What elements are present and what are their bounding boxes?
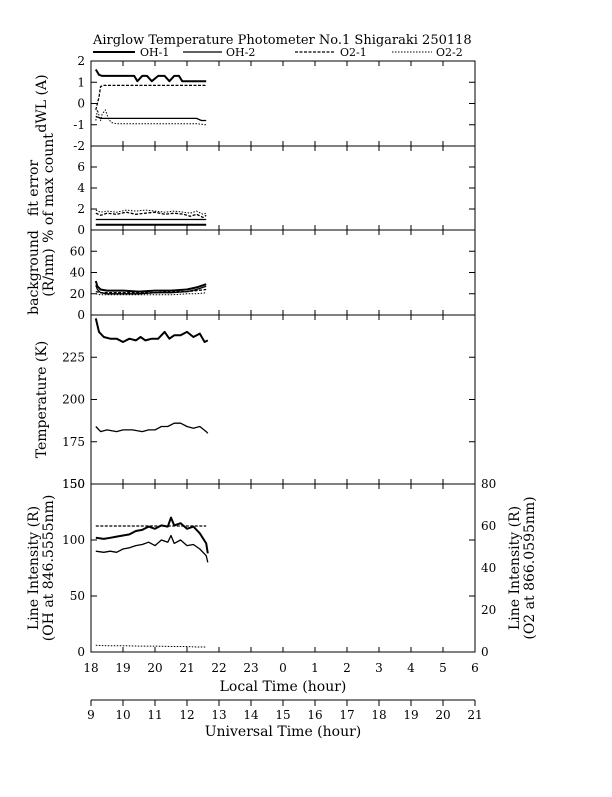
- universal-time-tick-label: 21: [467, 708, 482, 722]
- universal-time-tick-label: 16: [307, 708, 322, 722]
- local-time-tick-label: 3: [375, 661, 383, 675]
- local-time-tick-label: 0: [279, 661, 287, 675]
- series-line-o2-2: [95, 292, 207, 296]
- y-tick-label-right: 80: [481, 477, 496, 491]
- y-tick-label: 4: [77, 181, 85, 195]
- y-tick-label: 100: [62, 533, 85, 547]
- series-line-oh-2: [95, 534, 209, 563]
- legend-label: O2-2: [436, 46, 463, 59]
- y-tick-label: 150: [62, 477, 85, 491]
- y-tick-label: 175: [62, 435, 85, 449]
- local-time-tick-label: 6: [471, 661, 479, 675]
- y-tick-label: 0: [77, 308, 85, 322]
- y-axis-label: (R/nm): [41, 248, 57, 296]
- series-line-oh-2: [95, 422, 209, 434]
- y-tick-label: 1: [77, 75, 85, 89]
- series-line-oh-2: [95, 115, 207, 122]
- universal-time-tick-label: 9: [87, 708, 95, 722]
- universal-time-tick-label: 10: [115, 708, 130, 722]
- y-tick-label: -2: [73, 139, 85, 153]
- series-line-o2-1: [95, 288, 207, 294]
- y-tick-label: 200: [62, 393, 85, 407]
- universal-time-tick-label: 20: [435, 708, 450, 722]
- universal-time-tick-label: 18: [371, 708, 386, 722]
- y-tick-label: 0: [77, 97, 85, 111]
- y-tick-label: 50: [70, 589, 85, 603]
- y-tick-label: 150: [62, 477, 85, 491]
- local-time-axis-label: Local Time (hour): [220, 679, 347, 695]
- y-axis-label: background: [26, 230, 42, 315]
- local-time-tick-label: 19: [115, 661, 130, 675]
- universal-time-tick-label: 19: [403, 708, 418, 722]
- local-time-tick-label: 22: [211, 661, 226, 675]
- y-tick-label: -1: [73, 118, 85, 132]
- local-time-tick-label: 18: [83, 661, 98, 675]
- local-time-tick-label: 20: [147, 661, 162, 675]
- panel-background: 60 40 20 0 background (R/nm): [26, 229, 476, 322]
- y-axis-label-right: (O2 at 866.0595nm): [522, 496, 538, 639]
- figure-title: Airglow Temperature Photometer No.1 Shig…: [92, 33, 472, 48]
- y-axis-label: Line Intensity (R): [26, 506, 42, 630]
- y-tick-label: 2: [77, 202, 85, 216]
- panel-frame: [90, 145, 476, 231]
- y-axis-label: % of max count: [41, 133, 57, 243]
- y-axis-label: fit error: [26, 160, 42, 217]
- y-axis-label-right: Line Intensity (R): [507, 506, 523, 630]
- series-line-o2-1: [95, 211, 207, 219]
- y-tick-label-right: 60: [481, 519, 496, 533]
- y-tick-label: 40: [70, 266, 85, 280]
- universal-time-axis-label: Universal Time (hour): [205, 724, 362, 740]
- legend-label: OH-1: [140, 46, 169, 59]
- y-tick-label: 225: [62, 350, 85, 364]
- series-line-oh-1: [94, 68, 207, 83]
- series-line-oh-1: [94, 280, 207, 293]
- universal-time-tick-label: 15: [275, 708, 290, 722]
- universal-time-tick-label: 13: [211, 708, 226, 722]
- legend-label: O2-1: [340, 46, 367, 59]
- universal-time-tick-label: 14: [243, 708, 259, 722]
- series-line-oh-1: [95, 516, 209, 554]
- series-line-o2-2: [95, 644, 207, 648]
- y-axis-label: Temperature (K): [34, 341, 50, 459]
- panel-dwl: 2 1 0 -1 -2 dWL (A): [34, 54, 476, 153]
- y-tick-label: 20: [70, 287, 85, 301]
- local-time-tick-label: 2: [343, 661, 351, 675]
- y-tick-label: 0: [77, 645, 85, 659]
- local-time-tick-label: 1: [311, 661, 319, 675]
- y-tick-label-right: 0: [481, 645, 489, 659]
- y-tick-label: 60: [70, 244, 85, 258]
- legend-label: OH-2: [226, 46, 255, 59]
- local-time-tick-label: 5: [439, 661, 447, 675]
- panel-fit-error: 6 4 2 0 fit error% of max count: [26, 133, 476, 243]
- y-tick-label-right: 40: [481, 561, 496, 575]
- panel-frame: [90, 60, 476, 147]
- series-line-o2-2: [95, 109, 207, 126]
- panel-frame: [90, 229, 476, 316]
- local-time-tick-label: 23: [243, 661, 258, 675]
- series-line-o2-1: [95, 84, 207, 111]
- universal-time-tick-label: 11: [147, 708, 162, 722]
- series-line-o2-2: [95, 209, 207, 215]
- universal-time-tick-label: 12: [179, 708, 194, 722]
- panel-frame: [90, 483, 476, 653]
- y-tick-label: 2: [77, 54, 85, 68]
- series-line-oh-1: [94, 318, 209, 343]
- y-axis-label: dWL (A): [34, 74, 50, 132]
- local-time-tick-label: 21: [179, 661, 194, 675]
- y-tick-label: 6: [77, 160, 85, 174]
- y-axis-label: (OH at 846.5555nm): [41, 495, 57, 642]
- panel-temperature: 225 200 175 150 Temperature (K): [34, 314, 476, 491]
- y-tick-label-right: 20: [481, 603, 496, 617]
- local-time-tick-label: 4: [407, 661, 415, 675]
- legend: OH-1 OH-2 O2-1 O2-2: [93, 46, 463, 59]
- y-tick-label: 0: [77, 223, 85, 237]
- universal-time-tick-label: 17: [339, 708, 354, 722]
